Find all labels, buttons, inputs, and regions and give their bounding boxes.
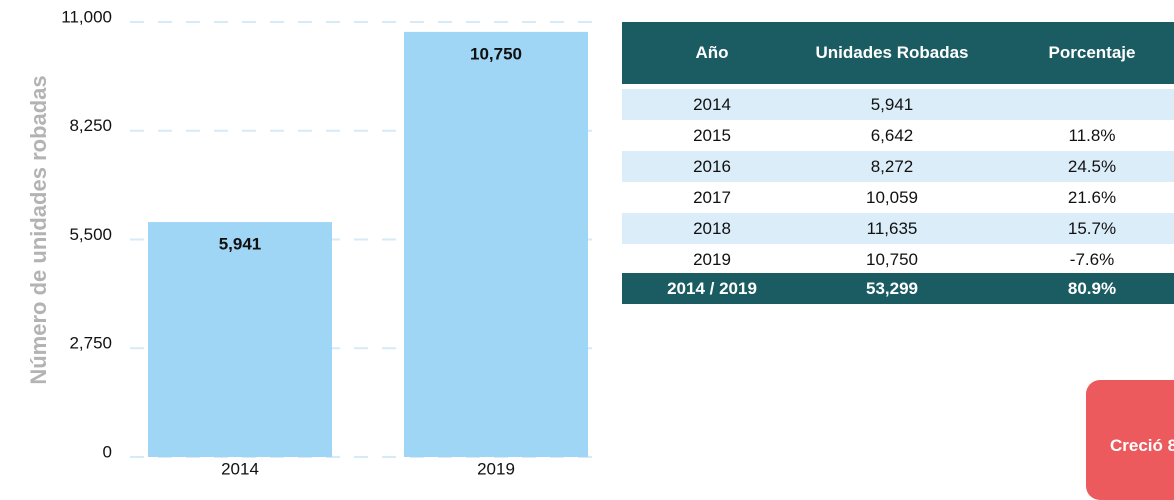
table-cell: 2017 — [693, 188, 731, 207]
table-cell: 2016 — [693, 157, 731, 176]
chart: Número de unidades robadas 0 2,750 5,500 8,… — [26, 7, 595, 478]
table-cell: 2015 — [693, 126, 731, 145]
table-cell: 11,635 — [866, 219, 918, 238]
table-cell: 6,642 — [870, 126, 914, 145]
table-cell: 24.5% — [1067, 157, 1117, 176]
table-cell: 5,941 — [870, 95, 914, 114]
x-tick-label: 2019 — [477, 459, 515, 478]
table-cell: 11.8% — [1068, 126, 1116, 145]
table-cell: 2018 — [693, 219, 731, 238]
bar — [404, 31, 588, 458]
page: Número de unidades robadas 0 2,750 5,500 8,… — [25, 7, 1174, 500]
table-row: 2014 5,941 — [622, 89, 1174, 120]
table-row: 2017 10,059 21.6% — [622, 182, 1174, 213]
table-cell: -7.6% — [1069, 250, 1115, 269]
table-cell: 2014 — [693, 95, 731, 114]
y-tick-label: 11,000 — [61, 7, 112, 26]
table-cell: Unidades Robadas — [815, 43, 969, 62]
table-cell: Porcentaje — [1048, 43, 1136, 62]
table-cell: Año — [695, 43, 729, 62]
table-cell: 53,299 — [866, 279, 918, 298]
table-cell: 8,272 — [870, 157, 914, 176]
badge-text: Creció 81 — [1110, 436, 1174, 455]
bar — [148, 222, 332, 457]
y-tick-label: 8,250 — [69, 116, 112, 135]
table-row: 2014 / 2019 53,299 80.9% — [622, 273, 1174, 304]
y-tick-label: 5,500 — [69, 225, 112, 244]
y-tick-label: 2,750 — [69, 334, 112, 353]
table-row: 2018 11,635 15.7% — [622, 213, 1174, 244]
value-label: 10,750 — [470, 44, 522, 63]
table-cell: 2014 / 2019 — [667, 279, 757, 298]
y-tick-label: 0 — [103, 442, 112, 461]
badge: Creció 81 — [1086, 380, 1174, 500]
y-axis-label: Número de unidades robadas — [26, 75, 51, 384]
table-cell: 15.7% — [1067, 219, 1117, 238]
table-row: 2015 6,642 11.8% — [622, 120, 1174, 151]
table-row: 2016 8,272 24.5% — [622, 151, 1174, 182]
table-row: 2019 10,750 -7.6% — [622, 244, 1174, 275]
table-cell: 80.9% — [1067, 279, 1117, 298]
table-cell: 10,750 — [866, 250, 918, 269]
table-row: Año Unidades Robadas Porcentaje — [622, 22, 1174, 84]
x-tick-label: 2014 — [221, 459, 259, 478]
table-cell: 10,059 — [866, 188, 918, 207]
table-cell: 21.6% — [1067, 188, 1117, 207]
value-label: 5,941 — [219, 235, 262, 254]
table-cell: 2019 — [693, 250, 731, 269]
